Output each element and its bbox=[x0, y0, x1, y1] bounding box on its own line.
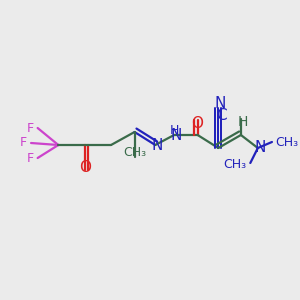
Text: F: F bbox=[20, 136, 27, 149]
Text: N: N bbox=[254, 140, 266, 155]
Text: N: N bbox=[170, 128, 182, 142]
Text: F: F bbox=[27, 122, 34, 134]
Text: CH₃: CH₃ bbox=[224, 158, 247, 172]
Text: CH₃: CH₃ bbox=[276, 136, 299, 148]
Text: H: H bbox=[169, 124, 179, 137]
Text: F: F bbox=[27, 152, 34, 164]
Text: C: C bbox=[216, 109, 226, 124]
Text: N: N bbox=[152, 137, 163, 152]
Text: N: N bbox=[214, 97, 226, 112]
Text: H: H bbox=[238, 115, 248, 129]
Text: O: O bbox=[192, 116, 204, 130]
Text: CH₃: CH₃ bbox=[123, 146, 146, 160]
Text: O: O bbox=[79, 160, 91, 175]
